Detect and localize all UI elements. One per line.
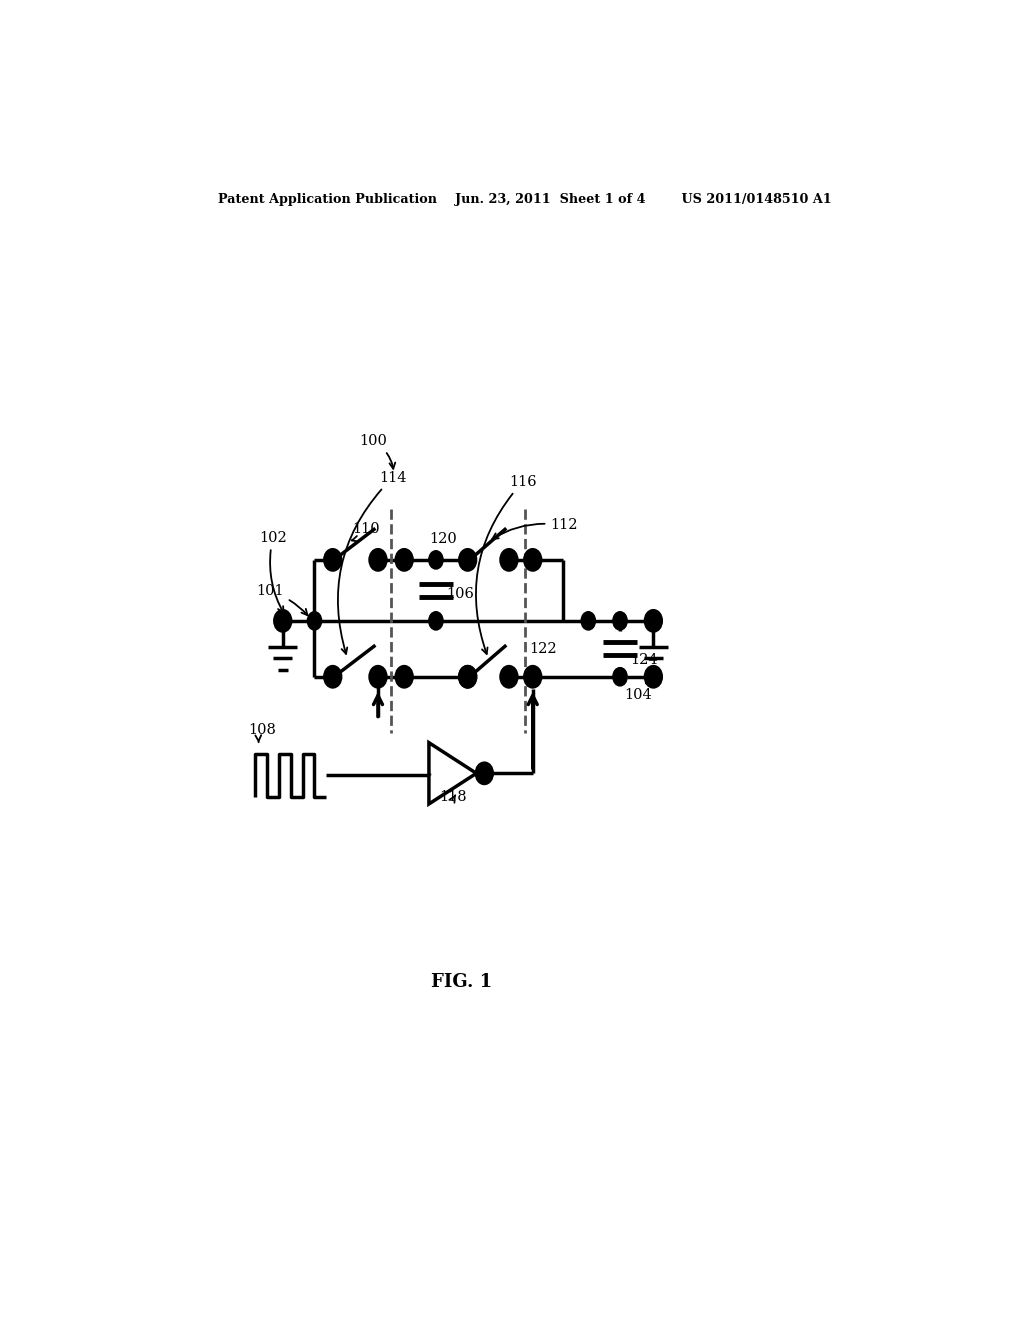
Text: 110: 110 bbox=[351, 523, 380, 541]
Circle shape bbox=[429, 550, 443, 569]
Circle shape bbox=[396, 549, 412, 570]
Circle shape bbox=[525, 667, 541, 686]
Circle shape bbox=[370, 667, 386, 686]
Text: 112: 112 bbox=[493, 519, 578, 539]
Circle shape bbox=[274, 611, 291, 631]
Text: 120: 120 bbox=[430, 532, 458, 545]
Text: 118: 118 bbox=[439, 789, 467, 804]
Text: 114: 114 bbox=[338, 471, 407, 653]
Circle shape bbox=[325, 667, 341, 686]
Circle shape bbox=[582, 611, 595, 630]
Circle shape bbox=[370, 549, 386, 570]
Text: 122: 122 bbox=[528, 643, 556, 656]
Text: 104: 104 bbox=[624, 678, 651, 702]
Circle shape bbox=[476, 763, 493, 784]
Circle shape bbox=[613, 668, 627, 686]
Text: 124: 124 bbox=[631, 653, 658, 667]
Circle shape bbox=[307, 611, 322, 630]
Text: 102: 102 bbox=[259, 531, 287, 612]
Circle shape bbox=[501, 549, 517, 570]
Circle shape bbox=[645, 611, 662, 631]
Circle shape bbox=[460, 667, 475, 686]
Text: 101: 101 bbox=[257, 585, 307, 615]
Text: 106: 106 bbox=[446, 586, 474, 601]
Text: 100: 100 bbox=[359, 434, 395, 469]
Text: 108: 108 bbox=[249, 722, 276, 742]
Circle shape bbox=[525, 549, 541, 570]
Circle shape bbox=[460, 667, 475, 686]
Circle shape bbox=[501, 667, 517, 686]
Circle shape bbox=[613, 611, 627, 630]
Text: 116: 116 bbox=[476, 475, 537, 653]
Circle shape bbox=[460, 549, 475, 570]
Circle shape bbox=[396, 667, 412, 686]
Circle shape bbox=[645, 667, 662, 686]
Text: Patent Application Publication    Jun. 23, 2011  Sheet 1 of 4        US 2011/014: Patent Application Publication Jun. 23, … bbox=[218, 193, 831, 206]
Circle shape bbox=[325, 549, 341, 570]
Circle shape bbox=[429, 611, 443, 630]
Text: FIG. 1: FIG. 1 bbox=[431, 973, 492, 991]
